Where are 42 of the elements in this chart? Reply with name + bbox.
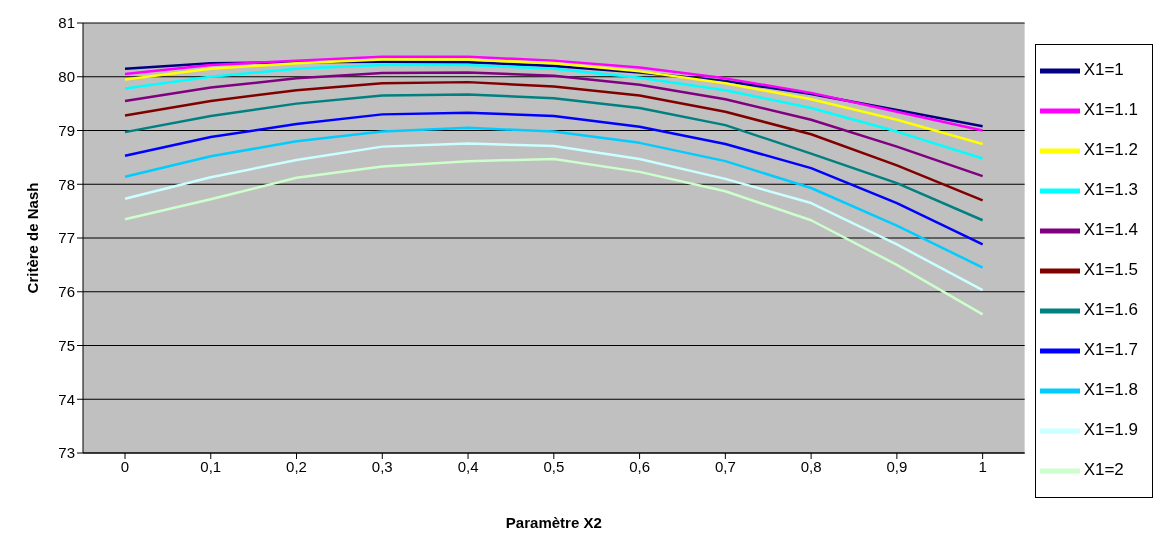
line-series: [123, 93, 984, 222]
x-tick-label: 0,6: [629, 457, 651, 475]
y-tick-label: 74: [58, 390, 75, 408]
y-tick-label: 75: [58, 336, 75, 354]
x-tick-label: 0,7: [714, 457, 736, 475]
legend-label: X1=1.6: [1083, 299, 1138, 319]
x-tick-label: 0,4: [457, 457, 479, 475]
x-tick-label: 0,1: [200, 457, 222, 475]
y-tick-label: 76: [58, 283, 75, 301]
legend-label: X1=1: [1083, 59, 1124, 79]
x-tick-label: 0: [120, 457, 130, 475]
x-tick-label: 0,2: [286, 457, 307, 475]
legend-label: X1=2: [1083, 459, 1124, 479]
y-tick-label: 77: [58, 229, 75, 247]
line-series: [123, 80, 984, 202]
line-series: [123, 126, 984, 269]
line-series: [123, 71, 984, 178]
x-axis-title: Paramètre X2: [505, 514, 602, 531]
y-axis-title: Critère de Nash: [24, 182, 42, 294]
legend-label: X1=1.2: [1083, 139, 1138, 159]
line-series: [123, 63, 984, 160]
x-tick-label: 0,9: [886, 457, 908, 475]
legend-label: X1=1.4: [1083, 219, 1138, 239]
line-series: [123, 58, 984, 146]
legend-label: X1=1.9: [1083, 419, 1138, 439]
x-tick-label: 1: [978, 457, 987, 475]
legend-label: X1=1.7: [1083, 339, 1138, 359]
x-tick-label: 0,3: [371, 457, 393, 475]
y-tick-label: 81: [58, 14, 75, 32]
legend-label: X1=1.3: [1083, 179, 1138, 199]
legend-label: X1=1.8: [1083, 379, 1138, 399]
x-tick-label: 0,8: [800, 457, 822, 475]
y-tick-label: 78: [58, 175, 75, 193]
legend-label: X1=1.5: [1083, 259, 1138, 279]
line-series: [123, 111, 984, 246]
y-tick-label: 73: [58, 444, 75, 462]
y-tick-label: 80: [58, 68, 75, 86]
y-tick-label: 79: [58, 121, 75, 139]
line-series: [123, 157, 984, 316]
line-series: [123, 142, 984, 292]
x-tick-label: 0,5: [543, 457, 565, 475]
legend-label: X1=1.1: [1083, 99, 1138, 119]
